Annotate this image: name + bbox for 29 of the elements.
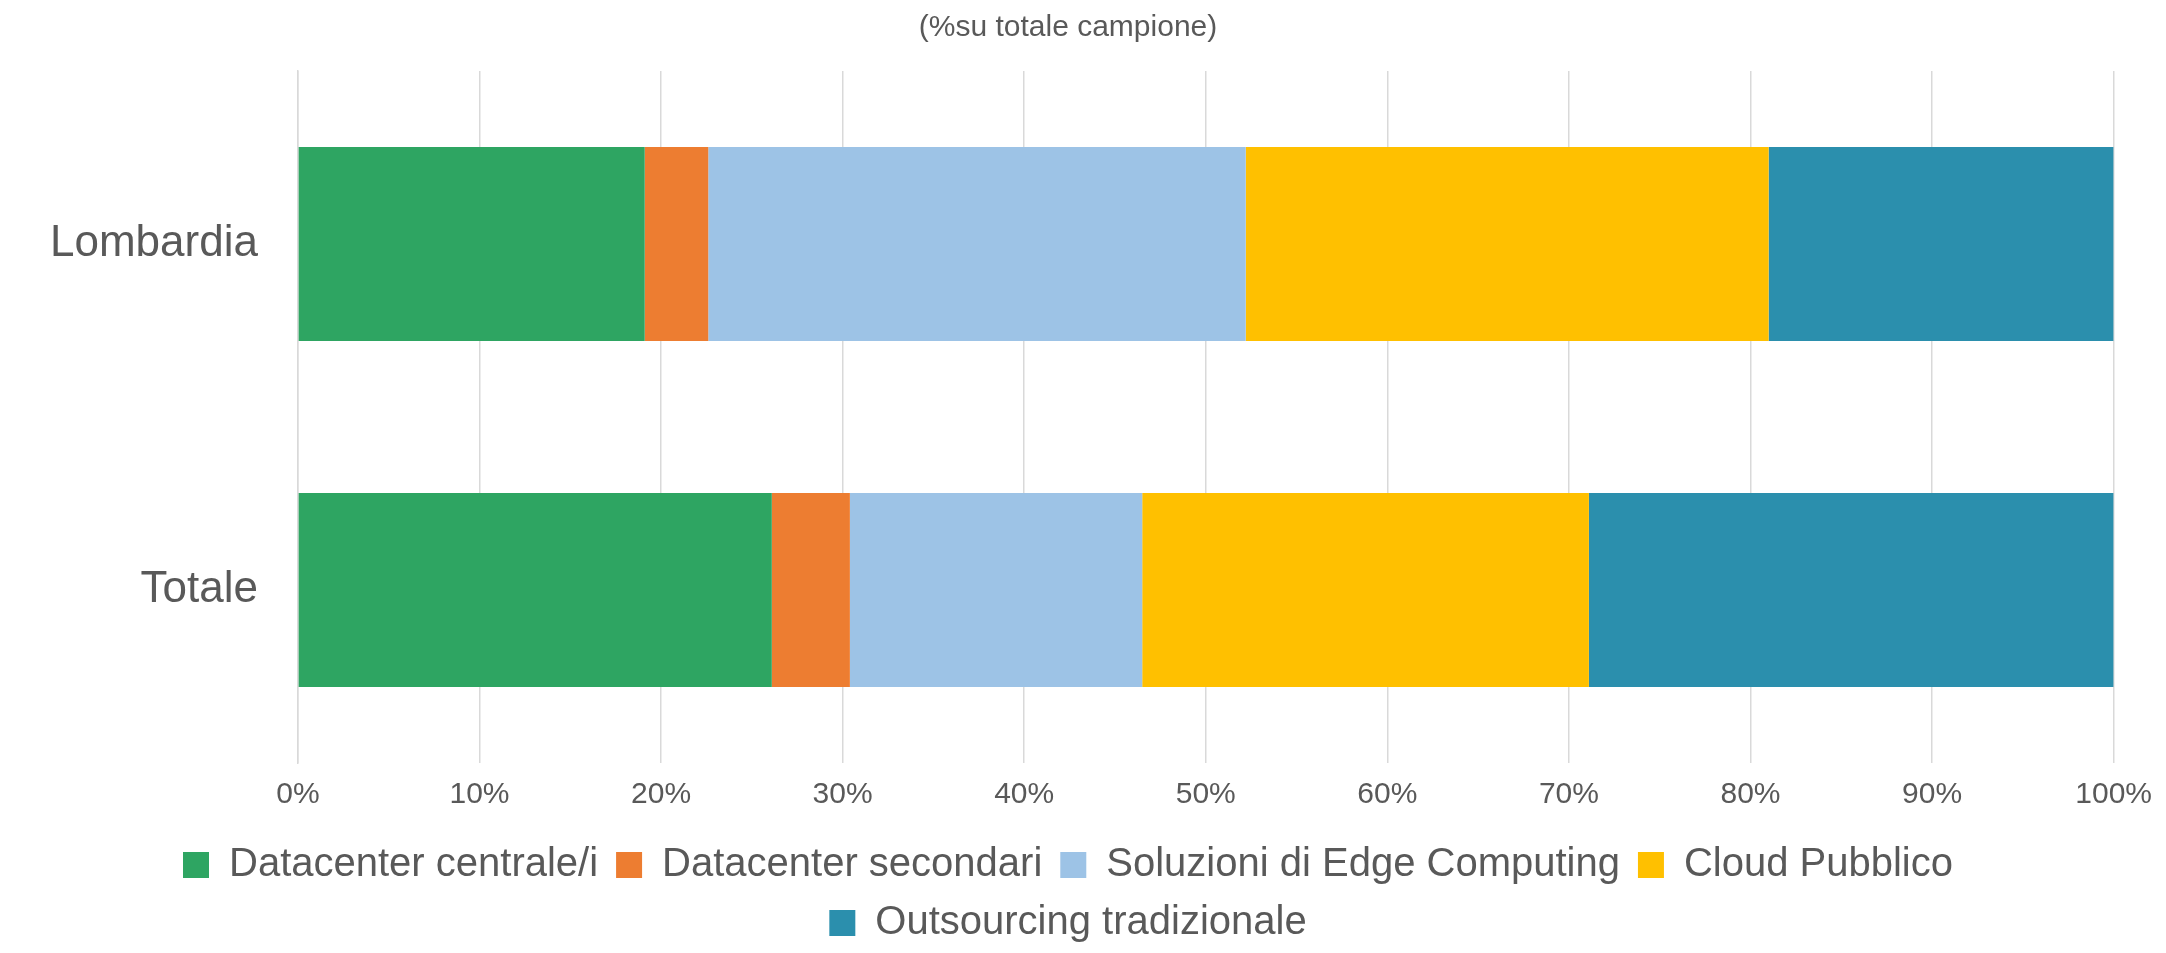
x-tick-label: 0% — [276, 776, 320, 810]
x-tick-label: 70% — [1538, 776, 1599, 810]
bar — [644, 147, 709, 341]
x-tick-label: 10% — [449, 776, 510, 810]
bar — [1142, 493, 1589, 687]
x-tick-label: 100% — [2075, 776, 2152, 810]
legend-label: Datacenter centrale/i — [228, 840, 599, 885]
legend-label: Datacenter secondari — [662, 840, 1043, 885]
x-tick-label: 40% — [994, 776, 1055, 810]
bar — [708, 147, 1246, 341]
x-tick-label: 20% — [631, 776, 692, 810]
x-tick-label: 30% — [812, 776, 873, 810]
legend-label: Outsourcing tradizionale — [875, 898, 1307, 943]
bar — [298, 147, 645, 341]
bar — [1588, 493, 2114, 687]
x-tick-label: 50% — [1175, 776, 1236, 810]
y-tick-label: Lombardia — [50, 216, 259, 266]
bar — [298, 493, 772, 687]
legend-label: Soluzioni di Edge Computing — [1106, 840, 1620, 885]
bar — [849, 493, 1143, 687]
x-tick-label: 90% — [1902, 776, 1963, 810]
x-tick-label: 60% — [1357, 776, 1418, 810]
bar — [771, 493, 850, 687]
bar — [1768, 147, 2114, 341]
x-tick-label: 80% — [1720, 776, 1781, 810]
bar — [1245, 147, 1769, 341]
chart-title: (%su totale campione) — [918, 9, 1218, 43]
legend-label: Cloud Pubblico — [1683, 840, 1954, 885]
y-tick-label: Totale — [140, 562, 258, 612]
